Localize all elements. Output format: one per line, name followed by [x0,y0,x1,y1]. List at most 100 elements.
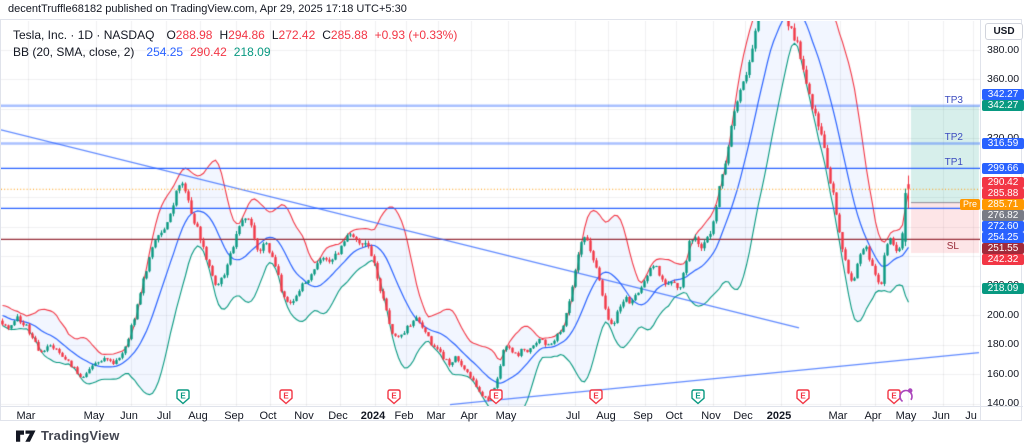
time-axis-label[interactable]: Apr [460,410,478,422]
svg-text:E: E [800,392,806,401]
price-axis-label[interactable]: 200.00 [987,308,1020,321]
time-axis-label[interactable]: Mar [426,410,446,422]
indicator-name: BB (20, SMA, close, 2) [13,45,135,59]
price-axis-label[interactable]: 180.00 [987,338,1020,351]
price-tag-242.32: 242.32 [982,253,1024,265]
time-axis-label[interactable]: Nov [701,410,721,422]
bb-upper-value: 290.42 [190,45,227,59]
tradingview-logo[interactable]: TradingView [16,428,120,443]
price-tag-316.59: 316.59 [982,137,1024,149]
price-tag-342.27: 342.27 [982,89,1024,101]
price-axis-label[interactable]: 360.00 [987,72,1020,85]
svg-text:E: E [695,392,701,401]
open-key: O [166,28,176,42]
chart-frame: Tesla, Inc. · 1D · NASDAQ O288.98 H294.86 L… [0,19,1024,422]
price-tag-342.27: 342.27 [982,100,1024,112]
indicator-row[interactable]: BB (20, SMA, close, 2) 254.25 290.42 218.09 [13,44,457,60]
bb-basis-value: 254.25 [146,45,184,59]
symbol-row[interactable]: Tesla, Inc. · 1D · NASDAQ O288.98 H294.86 L… [13,27,457,43]
price-tag-299.66: 299.66 [982,162,1024,174]
take-profit-label-tp2: TP2 [944,132,963,144]
price-chart-canvas[interactable] [1,21,980,406]
time-axis-label[interactable]: May [895,410,917,422]
time-axis-label[interactable]: Dec [733,410,753,422]
footer-bar: TradingView [0,421,1024,447]
upcoming-earnings-icon [897,387,915,405]
price-axis-label[interactable]: 380.00 [987,43,1020,56]
close-key: C [322,28,331,42]
price-tag-254.25: 254.25 [982,231,1024,243]
price-tag-285.71: 285.71 [982,198,1024,210]
price-tag-285.88: 285.88 [982,187,1024,199]
earnings-marker-icon[interactable]: E [176,389,190,405]
svg-text:E: E [593,392,599,401]
low-value: 272.42 [278,28,316,42]
svg-text:E: E [891,392,897,401]
symbol-name: Tesla, Inc. [13,28,68,42]
price-tag-251.55: 251.55 [982,242,1024,254]
time-axis-label[interactable]: Feb [394,410,414,422]
time-axis-label[interactable]: Oct [665,410,683,422]
time-axis-label[interactable]: Jun [120,410,138,422]
time-axis-label[interactable]: 2025 [766,410,792,422]
earnings-marker-icon[interactable]: E [489,389,503,405]
open-value: 288.98 [175,28,213,42]
chart-legend: Tesla, Inc. · 1D · NASDAQ O288.98 H294.86 L… [13,27,457,60]
exchange-label: NASDAQ [103,28,155,42]
time-axis-label[interactable]: Jul [565,410,581,422]
time-axis-label[interactable]: Sep [633,410,653,422]
close-value: 285.88 [330,28,368,42]
time-axis-label[interactable]: Sep [224,410,244,422]
price-tag-218.09: 218.09 [982,283,1024,295]
tradingview-logo-icon [16,430,36,442]
earnings-marker-icon[interactable]: E [887,389,901,405]
time-axis-label[interactable]: May [83,410,105,422]
high-value: 294.86 [228,28,265,42]
time-axis-label[interactable]: Nov [294,410,314,422]
price-axis-label[interactable]: 320.00 [987,132,1023,144]
svg-text:E: E [493,392,499,401]
take-profit-label-tp1: TP1 [944,157,963,169]
tradingview-brand-text: TradingView [41,428,120,443]
price-tag-276.82: 276.82 [982,209,1024,221]
earnings-marker-icon[interactable]: E [691,389,705,405]
price-tag-290.42: 290.42 [982,176,1024,188]
separator-dot: · [96,28,101,42]
interval-label: 1D [77,28,94,42]
low-key: L [271,28,279,42]
price-axis-label[interactable]: 160.00 [987,367,1020,380]
time-axis-separator [1,406,1023,407]
currency-button[interactable]: USD [985,23,1023,40]
time-axis-label[interactable]: Mar [16,410,36,422]
pre-market-badge: Pre [960,198,980,210]
price-axis-label[interactable]: 140.00 [987,397,1020,410]
separator-dot: · [70,28,75,42]
change-value: +0.93 (+0.33%) [374,28,458,42]
time-axis-label[interactable]: Mar [828,410,848,422]
price-axis-separator [980,20,981,421]
time-axis-label[interactable]: May [495,410,517,422]
earnings-marker-icon[interactable]: E [279,389,293,405]
bb-lower-value: 218.09 [233,45,271,59]
earnings-marker-icon[interactable]: E [796,389,810,405]
time-axis-label[interactable]: Aug [596,410,616,422]
time-axis-label[interactable]: Jun [932,410,950,422]
time-axis-label[interactable]: Apr [864,410,882,422]
time-axis-label[interactable]: Jul [156,410,172,422]
svg-text:E: E [283,392,289,401]
svg-text:E: E [180,392,186,401]
stop-loss-label: SL [946,241,959,253]
earnings-marker-icon[interactable]: E [387,389,401,405]
earnings-marker-icon[interactable]: E [589,389,603,405]
time-axis-label[interactable]: Aug [188,410,208,422]
price-tag-272.60: 272.60 [982,220,1024,232]
take-profit-label-tp3: TP3 [944,94,963,106]
time-axis-label[interactable]: Oct [259,410,277,422]
high-key: H [219,28,229,42]
time-axis-label[interactable]: Dec [328,410,348,422]
publish-text: decentTruffle68182 published on TradingV… [8,3,407,15]
time-axis-label[interactable]: 2024 [360,410,386,422]
publish-info-bar: decentTruffle68182 published on TradingV… [0,0,1024,19]
svg-text:E: E [391,392,397,401]
time-axis-label[interactable]: Ju [965,410,977,422]
